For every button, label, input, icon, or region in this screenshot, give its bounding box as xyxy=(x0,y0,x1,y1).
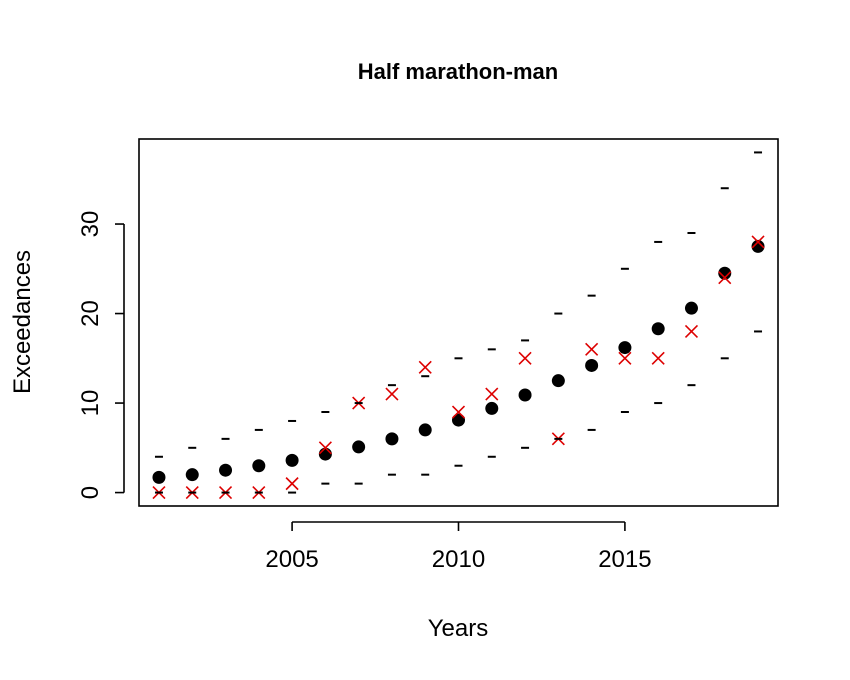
mean-point xyxy=(518,388,532,402)
mean-point xyxy=(219,463,233,477)
chart-title: Half marathon-man xyxy=(358,59,558,84)
observed-point xyxy=(418,360,432,374)
mean-point xyxy=(751,239,765,253)
observed-point xyxy=(518,351,532,365)
mean-point xyxy=(152,470,166,484)
x-tick-label: 2010 xyxy=(432,546,485,573)
y-tick-label: 30 xyxy=(77,211,104,238)
observed-point xyxy=(318,441,332,455)
y-tick-label: 0 xyxy=(77,486,104,499)
x-axis-label: Years xyxy=(428,615,489,642)
y-tick-label: 20 xyxy=(77,300,104,327)
observed-point xyxy=(718,271,732,285)
mean-point xyxy=(352,440,366,454)
observed-point xyxy=(585,342,599,356)
x-tick-label: 2015 xyxy=(598,546,651,573)
mean-point xyxy=(684,301,698,315)
mean-point xyxy=(252,459,266,473)
mean-point xyxy=(651,322,665,336)
y-axis-label: Exceedances xyxy=(9,250,36,394)
mean-point xyxy=(551,374,565,388)
mean-point xyxy=(485,401,499,415)
mean-point xyxy=(585,358,599,372)
y-axis: 0 10 20 30 xyxy=(77,211,125,499)
mean-point xyxy=(385,432,399,446)
mean-point xyxy=(718,266,732,280)
mean-point xyxy=(285,453,299,467)
observed-point xyxy=(751,235,765,249)
y-tick-label: 10 xyxy=(77,390,104,417)
observed-point xyxy=(285,477,299,491)
observed-point xyxy=(651,351,665,365)
mean-point xyxy=(318,447,332,461)
x-tick-label: 2005 xyxy=(265,546,318,573)
mean-point xyxy=(618,341,632,355)
observed-point xyxy=(684,324,699,339)
plot-frame xyxy=(138,138,779,507)
x-axis: 2005 2010 2015 xyxy=(265,521,652,573)
observed-point xyxy=(451,405,466,419)
observed-point xyxy=(485,387,499,401)
observed-point xyxy=(618,351,632,365)
data-marks xyxy=(152,151,765,500)
mean-point xyxy=(418,423,432,437)
mean-point xyxy=(185,468,199,482)
observed-point xyxy=(385,387,399,401)
mean-point xyxy=(452,413,465,427)
